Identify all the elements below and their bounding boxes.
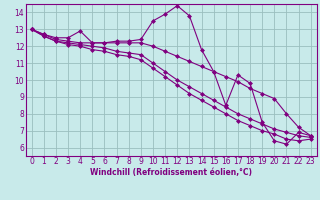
X-axis label: Windchill (Refroidissement éolien,°C): Windchill (Refroidissement éolien,°C) bbox=[90, 168, 252, 177]
